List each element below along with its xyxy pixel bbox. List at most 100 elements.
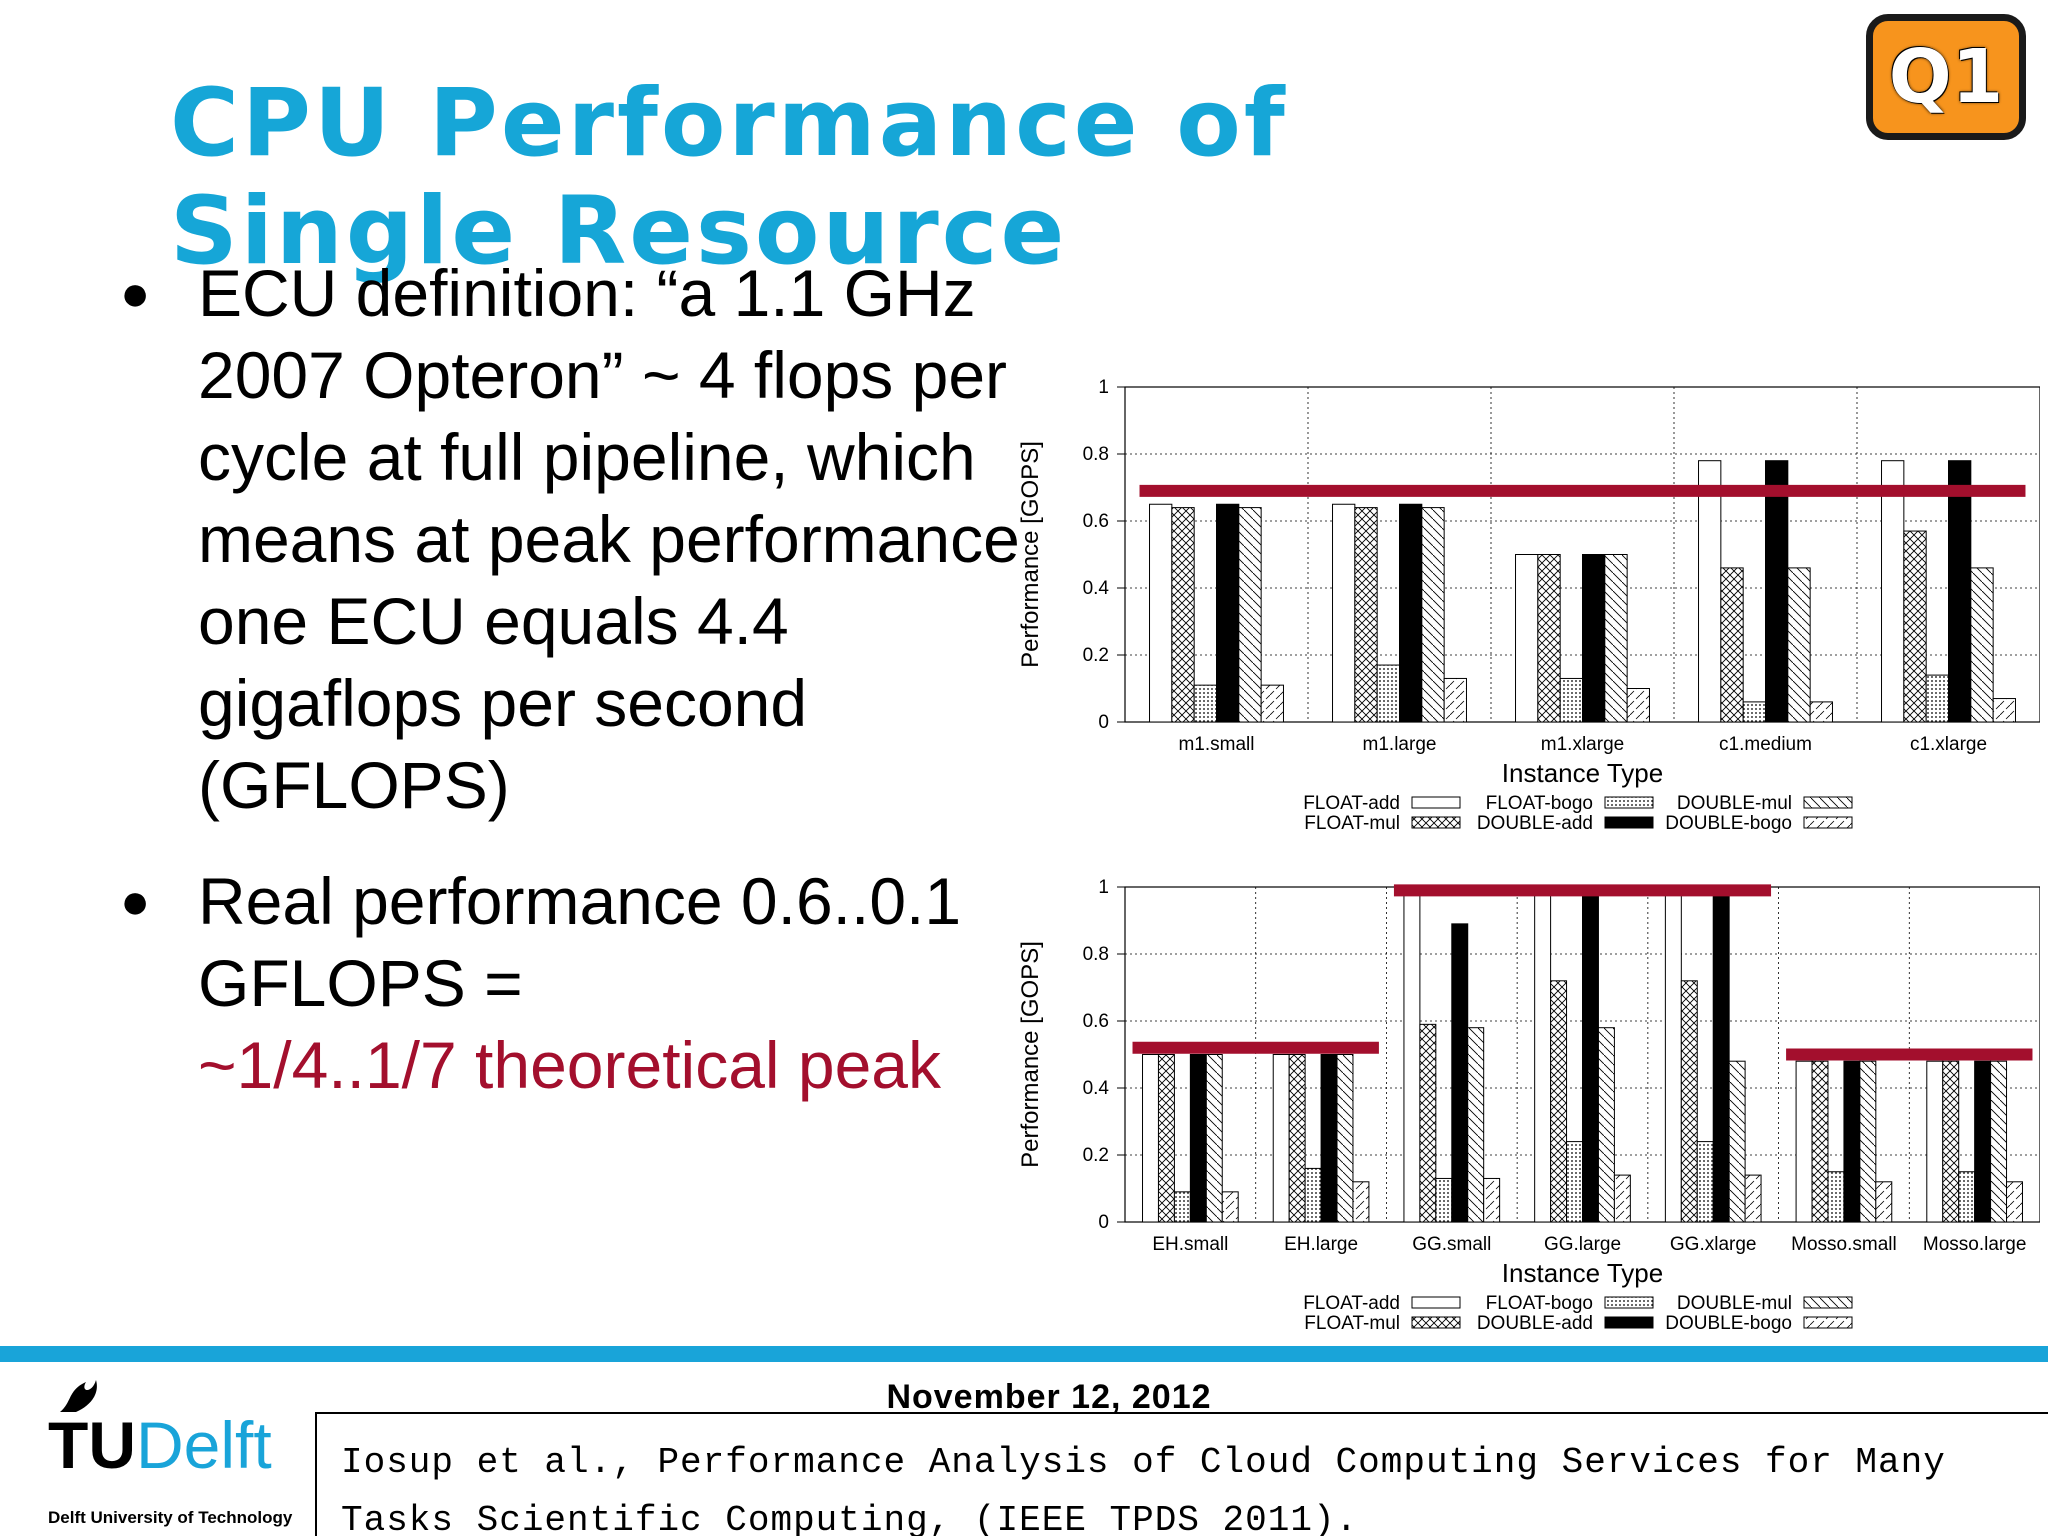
bar-float-mul — [1720, 567, 1744, 723]
bullet-text: Real performance 0.6..0.1 GFLOPS = — [198, 864, 962, 1020]
bar-float-add — [1403, 886, 1421, 1223]
x-tick-label: GG.small — [1412, 1234, 1491, 1255]
legend-label: FLOAT-mul — [1304, 813, 1400, 834]
bullet-accent-text: ~1/4..1/7 theoretical peak — [198, 1028, 942, 1102]
bar-double-add — [1712, 893, 1730, 1223]
x-tick-label: EH.small — [1152, 1234, 1228, 1255]
y-tick-label: 1 — [1098, 877, 1109, 898]
legend-swatch — [1803, 816, 1853, 829]
x-axis-label: Instance Type — [1502, 758, 1663, 788]
bar-float-bogo — [1193, 684, 1217, 723]
x-tick-label: c1.medium — [1719, 734, 1812, 755]
citation-box: Iosup et al., Performance Analysis of Cl… — [315, 1412, 2048, 1536]
x-tick-label: c1.xlarge — [1910, 734, 1987, 755]
bullet-ecu-definition: ● ECU definition: “a 1.1 GHz 2007 Optero… — [120, 252, 1020, 826]
bar-float-bogo — [1925, 674, 1950, 723]
legend-swatch — [1803, 796, 1853, 809]
legend-swatch — [1604, 796, 1654, 809]
x-tick-label: GG.large — [1544, 1234, 1621, 1255]
bar-float-bogo — [1559, 677, 1584, 723]
y-tick-label: 1 — [1098, 377, 1109, 398]
chart-amazon-instances: 0 0.2 0.4 0.6 0.8 1 m1.small m1.large m1.xlarge c… — [1017, 377, 2040, 834]
bar-double-mul — [1787, 567, 1811, 723]
legend-label: DOUBLE-bogo — [1665, 813, 1792, 834]
bar-double-add — [1399, 503, 1423, 723]
bar-double-mul — [1990, 1060, 2008, 1223]
logo-subtitle: Delft University of Technology — [48, 1508, 293, 1527]
bar-double-mul — [1597, 1027, 1615, 1223]
y-tick-label: 0.4 — [1083, 1078, 1110, 1099]
legend-label: FLOAT-bogo — [1486, 1293, 1593, 1314]
bar-float-bogo — [1173, 1191, 1191, 1223]
bar-double-mul — [1421, 507, 1445, 723]
bar-float-add — [1664, 886, 1682, 1223]
legend-swatch — [1411, 816, 1461, 829]
bar-double-bogo — [1809, 701, 1833, 723]
y-axis-label: Performance [GOPS] — [1017, 441, 1044, 668]
x-tick-label: GG.xlarge — [1670, 1234, 1757, 1255]
x-tick-label: EH.large — [1284, 1234, 1358, 1255]
legend-label: DOUBLE-add — [1477, 1313, 1593, 1334]
bar-float-bogo — [1958, 1171, 1976, 1223]
legend-swatch — [1604, 816, 1654, 829]
legend-label: DOUBLE-bogo — [1665, 1313, 1792, 1334]
bar-float-add — [1534, 886, 1552, 1223]
bullet-list: ● ECU definition: “a 1.1 GHz 2007 Optero… — [120, 252, 1020, 1140]
legend-label: DOUBLE-add — [1477, 813, 1593, 834]
bar-double-bogo — [1443, 677, 1467, 723]
flame-icon — [60, 1380, 97, 1412]
x-tick-label: m1.xlarge — [1541, 734, 1624, 755]
bar-float-add — [1515, 554, 1539, 723]
bar-double-mul — [1238, 507, 1262, 723]
bar-double-add — [1948, 460, 1972, 723]
x-tick-label: Mosso.small — [1791, 1234, 1897, 1255]
y-tick-label: 0.2 — [1083, 1145, 1109, 1166]
x-tick-label: m1.small — [1178, 734, 1254, 755]
x-tick-label: m1.large — [1363, 734, 1437, 755]
bar-double-mul — [1604, 554, 1628, 723]
legend-swatch — [1411, 1316, 1461, 1329]
bar-double-bogo — [1613, 1174, 1631, 1223]
bullet-real-performance: ● Real performance 0.6..0.1 GFLOPS = ~1/… — [120, 860, 1020, 1106]
legend-swatch — [1411, 1296, 1461, 1309]
legend-swatch — [1803, 1296, 1853, 1309]
bar-double-bogo — [2006, 1181, 2023, 1223]
slide-title: CPU Performance of Single Resource — [170, 69, 1288, 286]
bar-float-mul — [1550, 980, 1568, 1223]
bar-float-add — [1149, 503, 1173, 723]
bar-double-add — [1451, 923, 1469, 1223]
legend-swatch — [1604, 1296, 1654, 1309]
bar-float-mul — [1171, 507, 1195, 723]
bar-float-add — [1698, 460, 1722, 723]
bar-double-bogo — [1483, 1177, 1501, 1223]
bar-double-add — [1582, 554, 1606, 723]
bar-float-add — [1272, 1054, 1290, 1223]
legend-label: FLOAT-mul — [1304, 1313, 1400, 1334]
legend-label: DOUBLE-mul — [1677, 793, 1792, 814]
bar-float-mul — [1903, 530, 1927, 723]
bar-double-add — [1216, 503, 1240, 723]
y-tick-label: 0.6 — [1083, 1011, 1109, 1032]
bar-float-add — [1332, 503, 1356, 723]
y-tick-label: 0.6 — [1083, 511, 1109, 532]
legend-label: FLOAT-bogo — [1486, 793, 1593, 814]
y-tick-label: 0 — [1098, 1212, 1109, 1233]
bar-double-mul — [1336, 1054, 1354, 1223]
bar-double-bogo — [1352, 1181, 1370, 1223]
y-tick-label: 0.4 — [1083, 578, 1110, 599]
bar-float-add — [1142, 1054, 1159, 1223]
bar-float-bogo — [1435, 1177, 1453, 1223]
logo-delft: Delft — [135, 1408, 272, 1482]
bar-float-bogo — [1304, 1167, 1322, 1223]
footer-bar — [0, 1346, 2048, 1362]
bar-double-mul — [1467, 1027, 1485, 1223]
bar-double-mul — [1970, 567, 1994, 723]
legend-swatch — [1604, 1316, 1654, 1329]
x-tick-label: Mosso.large — [1923, 1234, 2027, 1255]
bar-float-mul — [1288, 1054, 1306, 1223]
bar-double-mul — [1205, 1054, 1223, 1223]
y-tick-label: 0.8 — [1083, 444, 1109, 465]
bar-float-add — [1881, 460, 1905, 723]
bar-double-bogo — [1744, 1174, 1762, 1223]
bar-double-bogo — [1626, 688, 1650, 723]
